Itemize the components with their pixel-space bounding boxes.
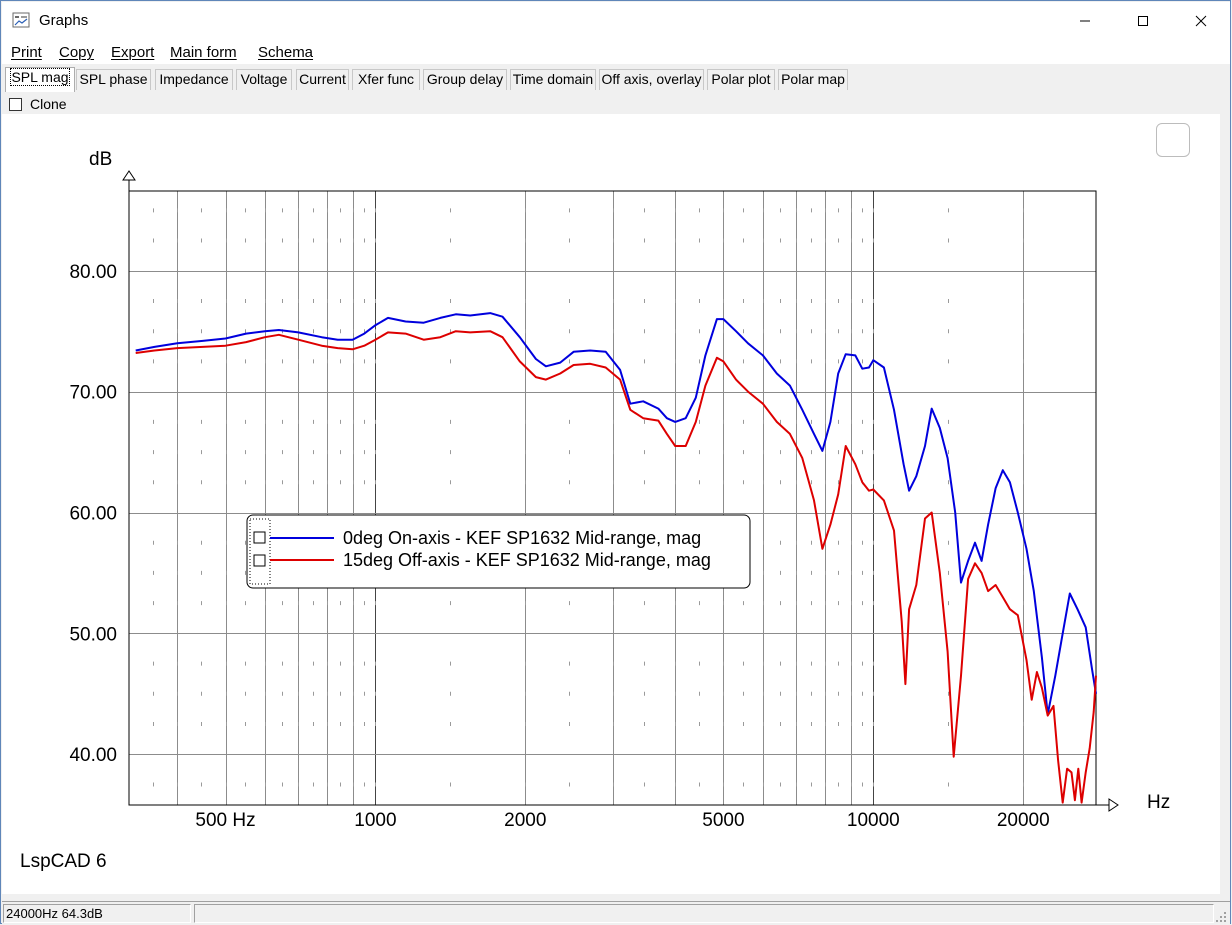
legend-checkbox-1[interactable] [253, 554, 266, 567]
title-bar[interactable]: Graphs [2, 2, 1230, 39]
minimize-button[interactable] [1056, 2, 1114, 39]
x-tick-labels: 500 Hz 1000 2000 5000 10000 20000 [195, 810, 1049, 831]
y-tick-label: 60.00 [69, 504, 117, 525]
status-readout: 24000Hz 64.3dB [3, 904, 191, 923]
x-tick-label: 5000 [702, 810, 744, 831]
legend-checkbox-0[interactable] [253, 531, 266, 544]
series-line-1 [135, 330, 1097, 804]
minimize-icon [1080, 20, 1090, 21]
legend[interactable]: 0deg On-axis - KEF SP1632 Mid-range, mag… [246, 514, 751, 589]
maximize-button[interactable] [1114, 2, 1172, 39]
y-tick-label: 80.00 [69, 262, 117, 283]
tab-polar-map[interactable]: Polar map [778, 69, 848, 90]
tab-spl-phase[interactable]: SPL phase [76, 69, 151, 90]
grid [129, 191, 1096, 805]
menu-print[interactable]: Print [11, 44, 42, 61]
y-tick-label: 70.00 [69, 383, 117, 404]
tab-xfer-func[interactable]: Xfer func [352, 69, 420, 90]
x-axis-arrow-icon [1108, 798, 1119, 812]
spl-chart[interactable]: dB Hz 40.00 50.00 60.00 70.00 80.00 500 Hz 10… [2, 114, 1220, 894]
legend-label-0: 0deg On-axis - KEF SP1632 Mid-range, mag [343, 528, 701, 548]
app-icon [12, 12, 30, 28]
menu-export[interactable]: Export [111, 44, 155, 61]
tab-impedance[interactable]: Impedance [155, 69, 233, 90]
clone-bar: Clone [2, 92, 1230, 114]
plot-panel[interactable]: dB Hz 40.00 50.00 60.00 70.00 80.00 500 Hz 10… [2, 114, 1220, 894]
x-tick-label: 500 Hz [195, 810, 255, 831]
x-tick-label: 10000 [847, 810, 900, 831]
close-button[interactable] [1172, 2, 1230, 39]
resize-grip-icon[interactable] [1215, 911, 1227, 923]
tab-current[interactable]: Current [296, 69, 349, 90]
tab-time-domain[interactable]: Time domain [510, 69, 596, 90]
series-line-0 [135, 312, 1097, 716]
tab-group-delay[interactable]: Group delay [423, 69, 507, 90]
x-tick-label: 20000 [997, 810, 1050, 831]
status-panel-2 [194, 904, 1214, 923]
y-axis-label: dB [89, 149, 112, 170]
tab-off-axis-overlay[interactable]: Off axis, overlay [599, 69, 704, 90]
tab-spl-mag[interactable]: SPL mag [5, 67, 75, 92]
menu-bar: Print Copy Export Main form Schema [2, 39, 1230, 64]
status-bar: 24000Hz 64.3dB [2, 901, 1230, 925]
y-tick-labels: 40.00 50.00 60.00 70.00 80.00 [69, 262, 117, 766]
x-tick-label: 1000 [354, 810, 396, 831]
clone-label: Clone [30, 96, 67, 112]
y-tick-label: 40.00 [69, 745, 117, 766]
legend-label-1: 15deg Off-axis - KEF SP1632 Mid-range, m… [343, 550, 711, 570]
legend-selector-outline [249, 518, 271, 585]
app-label: LspCAD 6 [20, 851, 107, 872]
tab-strip: SPL mag SPL phase Impedance Voltage Curr… [2, 64, 1230, 92]
y-tick-label: 50.00 [69, 624, 117, 645]
menu-main-form[interactable]: Main form [170, 44, 237, 61]
menu-schema[interactable]: Schema [258, 44, 314, 61]
x-axis-label: Hz [1147, 792, 1170, 813]
window-title: Graphs [39, 12, 89, 29]
tab-polar-plot[interactable]: Polar plot [707, 69, 775, 90]
maximize-icon [1138, 15, 1148, 26]
corner-button[interactable] [1156, 123, 1190, 157]
series-lines [135, 312, 1097, 804]
clone-checkbox[interactable] [9, 98, 22, 111]
y-axis-arrow-icon [122, 170, 136, 181]
close-icon [1195, 15, 1207, 26]
menu-copy[interactable]: Copy [59, 44, 95, 61]
tab-voltage[interactable]: Voltage [236, 69, 292, 90]
x-tick-label: 2000 [504, 810, 546, 831]
legend-box [246, 514, 751, 589]
